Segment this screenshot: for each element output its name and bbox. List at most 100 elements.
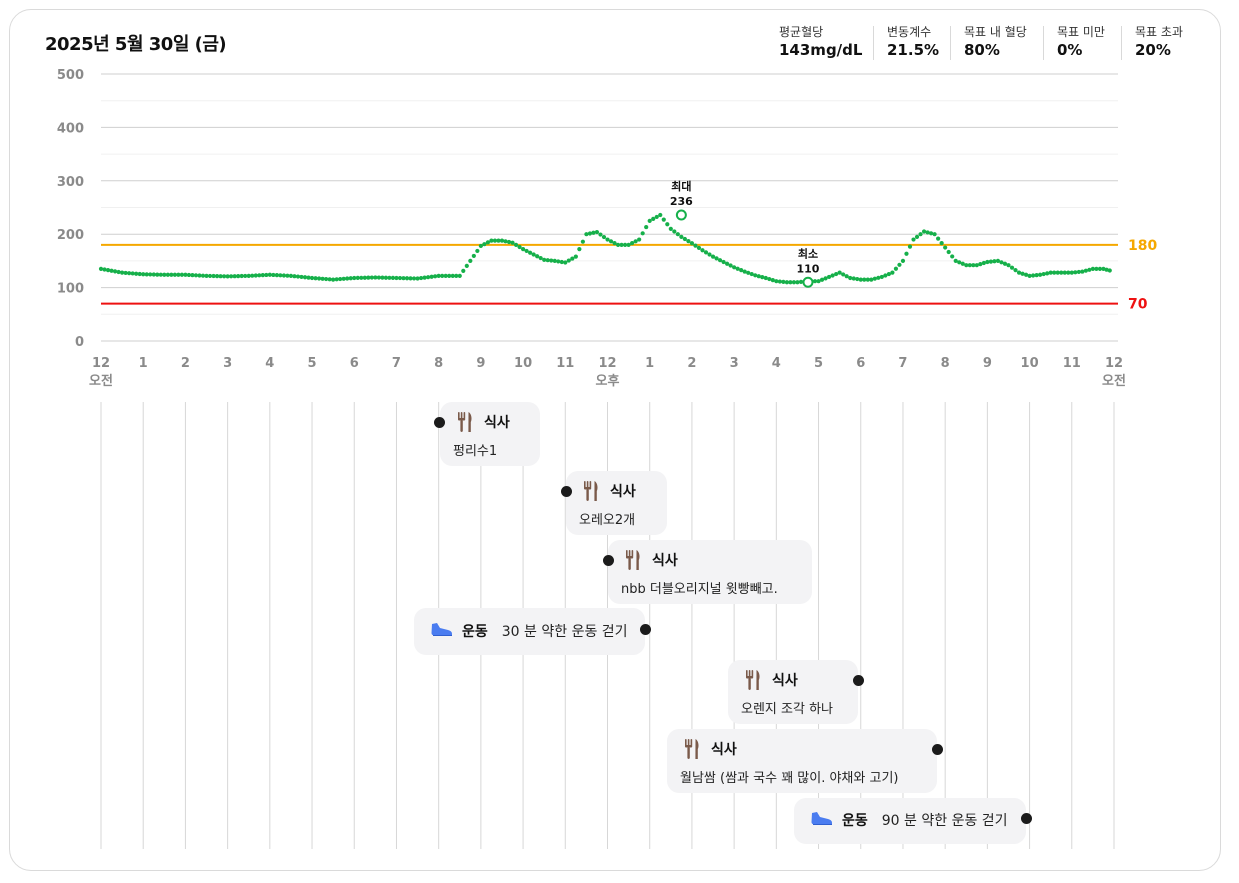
stat-label: 목표 미만 [1057, 25, 1105, 39]
glucose-point [1009, 265, 1015, 270]
glucose-point [784, 280, 789, 285]
glucose-point [102, 267, 107, 272]
glucose-point [320, 276, 325, 281]
meal-event-card[interactable]: 식사 nbb 더블오리지널 윗빵빼고. [608, 540, 812, 604]
event-text: 월남쌈 (쌈과 국수 꽤 많이. 야채와 고기) [680, 771, 899, 786]
event-title: 식사 [610, 484, 636, 500]
stat-label: 평균혈당 [779, 25, 824, 39]
event-time-marker [852, 674, 864, 686]
glucose-point [1097, 266, 1103, 272]
glucose-point [327, 277, 332, 282]
glucose-point [341, 276, 346, 281]
glucose-point [517, 244, 522, 250]
glucose-point [749, 271, 754, 277]
glucose-point [566, 258, 571, 263]
glucose-point [865, 277, 870, 282]
x-tick-label: 2 [181, 356, 190, 371]
glucose-point [218, 274, 223, 279]
glucose-point [890, 270, 895, 275]
meal-event-card[interactable]: 식사 오레오2개 [566, 471, 667, 535]
glucose-point [928, 231, 934, 236]
glucose-point [271, 272, 276, 278]
glucose-card [9, 9, 1221, 871]
x-tick-label: 5 [814, 356, 823, 371]
glucose-point [1104, 267, 1109, 272]
glucose-point [637, 237, 642, 242]
glucose-point [665, 222, 670, 227]
glucose-point [981, 260, 986, 266]
glucose-point [112, 269, 118, 274]
glucose-point [1087, 267, 1092, 272]
event-time-marker [433, 416, 445, 428]
glucose-point [904, 251, 909, 256]
glucose-point [1069, 270, 1074, 275]
glucose-point [855, 276, 860, 282]
glucose-point [626, 242, 631, 247]
glucose-point [165, 272, 170, 277]
glucose-point [172, 272, 177, 277]
glucose-point [197, 273, 202, 278]
glucose-point [520, 247, 526, 252]
stat-divider [1043, 26, 1044, 60]
glucose-point [468, 258, 473, 263]
meal-event-card[interactable]: 식사 오렌지 조각 하나 [728, 660, 858, 724]
glucose-point [739, 268, 744, 273]
event-header: 식사 [683, 738, 737, 760]
stat-above-range: 목표 초과 20% [1135, 24, 1183, 62]
glucose-point [577, 247, 582, 252]
glucose-point [992, 259, 997, 264]
glucose-point [1006, 263, 1011, 268]
glucose-point [369, 275, 374, 280]
glucose-point [985, 259, 990, 265]
glucose-point [1034, 273, 1039, 278]
exercise-event-card[interactable]: 운동 90 분 약한 운동 걷기 [794, 798, 1026, 844]
glucose-point [781, 279, 786, 285]
glucose-point [1031, 273, 1036, 278]
exercise-event-card[interactable]: 운동 30 분 약한 운동 걷기 [414, 608, 645, 655]
glucose-point [120, 270, 125, 275]
x-period-label: 오후 [596, 373, 620, 389]
glucose-point [932, 232, 937, 237]
x-tick-label: 9 [476, 356, 485, 371]
glucose-point [257, 273, 262, 278]
event-title: 식사 [652, 553, 678, 569]
fork-knife-icon [744, 669, 762, 691]
glucose-point [214, 274, 220, 279]
glucose-point [162, 272, 167, 277]
glucose-point [127, 271, 132, 276]
meal-event-card[interactable]: 식사 펑리수1 [440, 402, 540, 466]
glucose-point [724, 261, 730, 266]
glucose-point [770, 278, 775, 283]
glucose-point [105, 268, 111, 273]
event-header: 운동 90 분 약한 운동 걷기 [810, 810, 1008, 830]
glucose-point [538, 255, 543, 261]
x-tick-label: 12 [92, 356, 110, 371]
x-tick-label: 12 [598, 356, 616, 371]
glucose-point [510, 240, 515, 245]
glucose-point [169, 272, 174, 277]
glucose-point [499, 238, 505, 243]
glucose-point [978, 262, 983, 267]
glucose-point [302, 275, 308, 280]
glucose-point [1101, 266, 1106, 272]
glucose-point [689, 241, 695, 246]
glucose-point [826, 274, 832, 280]
glucose-point [675, 232, 680, 237]
glucose-point [700, 248, 705, 253]
glucose-point [408, 276, 413, 281]
glucose-point [679, 234, 684, 239]
glucose-point [1076, 269, 1081, 275]
glucose-point [137, 271, 142, 277]
y-tick-label: 100 [57, 282, 84, 297]
glucose-point [292, 274, 297, 279]
glucose-point [717, 258, 723, 263]
glucose-point [774, 279, 779, 284]
x-tick-label: 3 [223, 356, 232, 371]
glucose-point [211, 273, 216, 279]
glucose-point [260, 273, 265, 278]
event-time-marker [931, 743, 943, 755]
glucose-point [682, 236, 687, 242]
event-header: 식사 [744, 669, 798, 691]
sneaker-icon [810, 812, 834, 828]
